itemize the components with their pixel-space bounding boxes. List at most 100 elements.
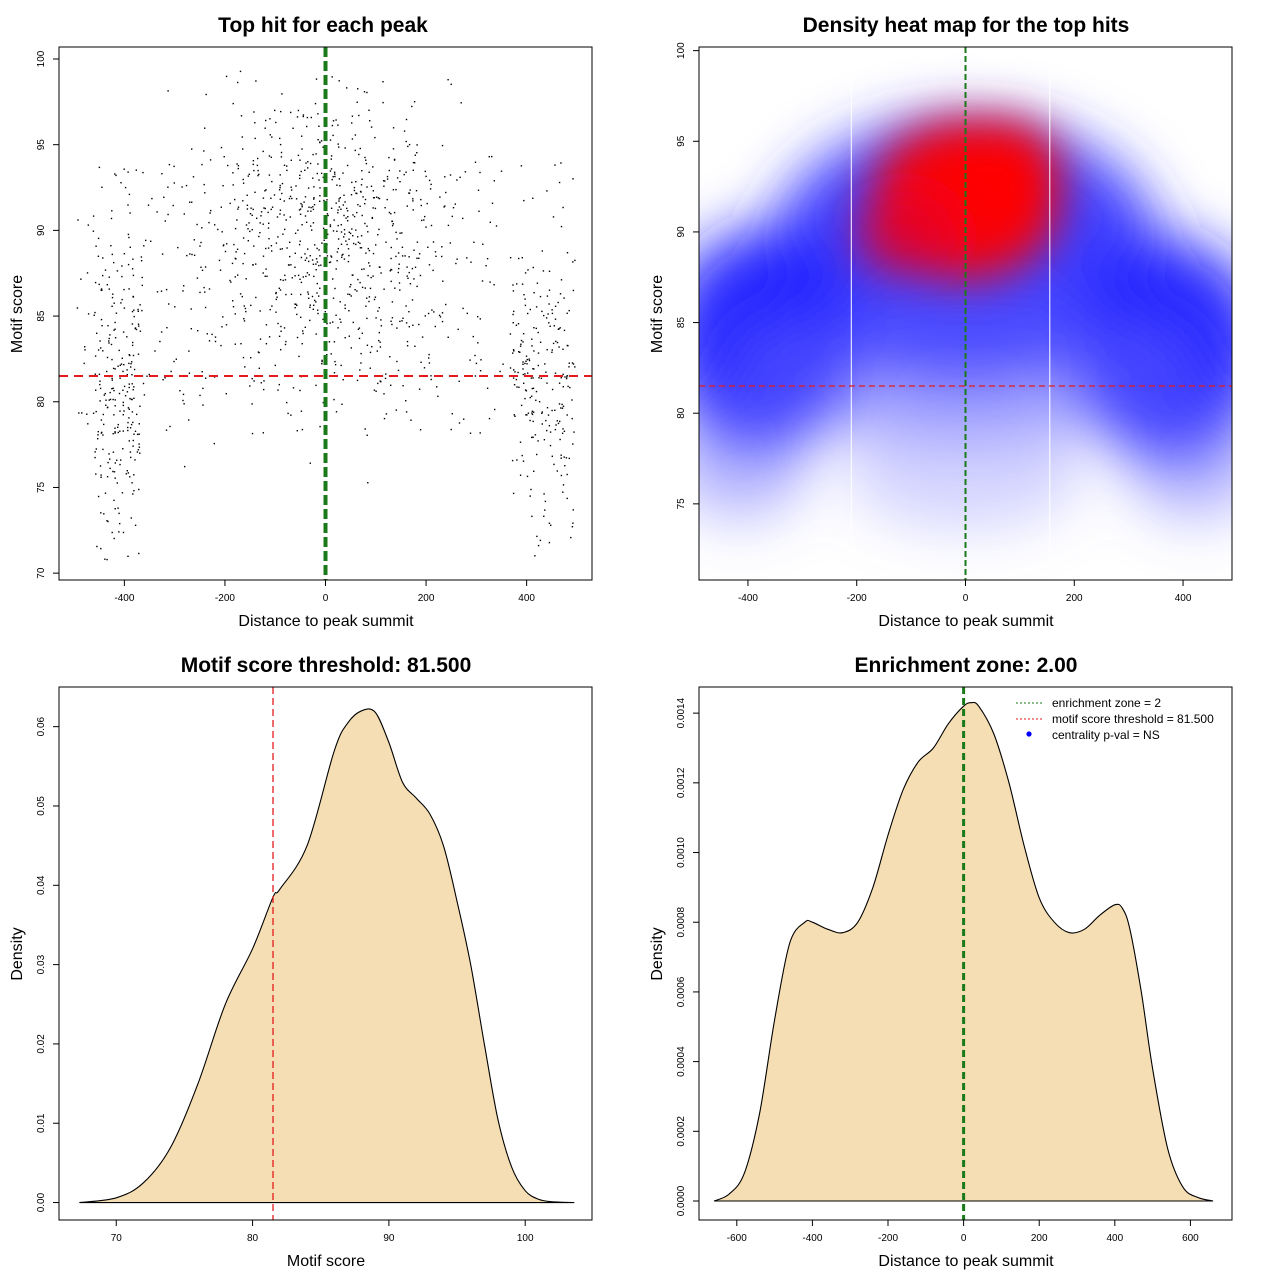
scatter-point xyxy=(329,225,332,228)
scatter-point xyxy=(313,204,316,206)
scatter-point xyxy=(97,438,99,440)
scatter-point xyxy=(442,280,444,282)
scatter-point xyxy=(432,241,435,243)
scatter-point xyxy=(269,118,271,120)
scatter-point xyxy=(357,236,359,238)
scatter-point xyxy=(279,279,282,281)
scatter-point xyxy=(360,247,363,249)
y-tick-label: 0.02 xyxy=(36,1034,47,1054)
scatter-point xyxy=(377,310,379,312)
scatter-point xyxy=(124,395,127,397)
scatter-point xyxy=(551,309,553,311)
scatter-point xyxy=(541,250,543,252)
scatter-point xyxy=(405,305,407,307)
scatter-point xyxy=(281,192,283,195)
scatter-point xyxy=(333,398,335,401)
scatter-point xyxy=(270,245,273,247)
legend-pval-label: centrality p-val = NS xyxy=(1052,728,1160,742)
scatter-point xyxy=(558,403,561,405)
y-tick-label: 0.03 xyxy=(36,954,47,974)
scatter-point xyxy=(364,287,366,289)
scatter-point xyxy=(397,271,399,274)
scatter-point xyxy=(514,371,516,373)
scatter-point xyxy=(209,212,211,214)
scatter-point xyxy=(396,238,398,240)
scatter-point xyxy=(290,293,293,295)
scatter-point xyxy=(167,213,169,216)
scatter-point xyxy=(561,407,564,409)
scatter-point xyxy=(257,351,260,353)
scatter-point xyxy=(99,380,101,382)
scatter-point xyxy=(121,275,123,278)
scatter-point xyxy=(225,393,227,395)
scatter-point xyxy=(129,427,132,429)
scatter-point xyxy=(275,121,277,124)
scatter-point xyxy=(133,490,135,492)
scatter-point xyxy=(222,245,225,247)
scatter-point xyxy=(428,264,431,266)
scatter-point xyxy=(254,122,256,124)
scatter-point xyxy=(343,236,345,238)
scatter-point xyxy=(351,122,353,124)
scatter-point xyxy=(128,236,130,239)
scatter-point xyxy=(338,80,340,82)
scatter-point xyxy=(326,255,329,257)
scatter-point xyxy=(553,463,555,466)
scatter-point xyxy=(390,246,392,249)
scatter-point xyxy=(371,217,374,219)
scatter-point xyxy=(336,260,338,262)
scatter-point xyxy=(338,200,340,202)
scatter-point xyxy=(404,255,406,257)
scatter-point xyxy=(532,436,534,438)
scatter-point xyxy=(323,239,325,241)
scatter-point xyxy=(537,440,539,442)
scatter-point xyxy=(390,280,392,283)
scatter-point xyxy=(418,388,421,390)
scatter-point xyxy=(385,241,387,243)
scatter-point xyxy=(526,363,528,365)
scatter-point xyxy=(348,310,350,312)
scatter-point xyxy=(322,227,325,229)
scatter-point xyxy=(322,146,324,148)
scatter-point xyxy=(267,247,270,249)
scatter-point xyxy=(115,312,118,314)
scatter-point xyxy=(314,244,316,246)
scatter-point xyxy=(305,275,307,278)
scatter-point xyxy=(513,369,515,371)
scatter-point xyxy=(128,408,130,410)
scatter-point xyxy=(332,230,335,232)
scatter-point xyxy=(562,386,564,388)
scatter-point xyxy=(199,394,201,397)
scatter-point xyxy=(430,183,432,186)
heatmap-xlabel: Distance to peak summit xyxy=(878,613,1054,630)
scatter-point xyxy=(307,248,309,250)
scatter-point xyxy=(208,221,210,224)
scatter-point xyxy=(139,405,141,407)
scatter-point xyxy=(384,377,387,380)
scatter-point xyxy=(368,296,371,298)
scatter-point xyxy=(268,222,270,224)
scatter-point xyxy=(364,198,367,201)
scatter-point xyxy=(123,364,125,366)
scatter-point xyxy=(353,242,355,245)
scatter-point xyxy=(150,240,152,242)
scatter-point xyxy=(556,341,559,344)
scatter-point xyxy=(255,80,257,82)
scatter-point xyxy=(193,239,195,241)
scatter-point xyxy=(114,477,116,479)
legend-pval-point xyxy=(1026,731,1032,737)
scatter-point xyxy=(132,295,134,298)
scatter-point xyxy=(533,368,535,370)
scatter-point xyxy=(326,323,328,325)
scatter-point xyxy=(234,227,237,230)
scatter-point xyxy=(332,134,334,137)
scatter-point xyxy=(201,371,203,373)
scatter-point xyxy=(315,301,317,303)
scatter-point xyxy=(258,235,260,238)
scatter-point xyxy=(362,196,364,198)
scatter-point xyxy=(308,297,310,299)
scatter-point xyxy=(379,341,381,343)
scatter-point xyxy=(488,417,491,420)
scatter-point xyxy=(514,415,516,417)
scatter-point xyxy=(300,281,303,284)
